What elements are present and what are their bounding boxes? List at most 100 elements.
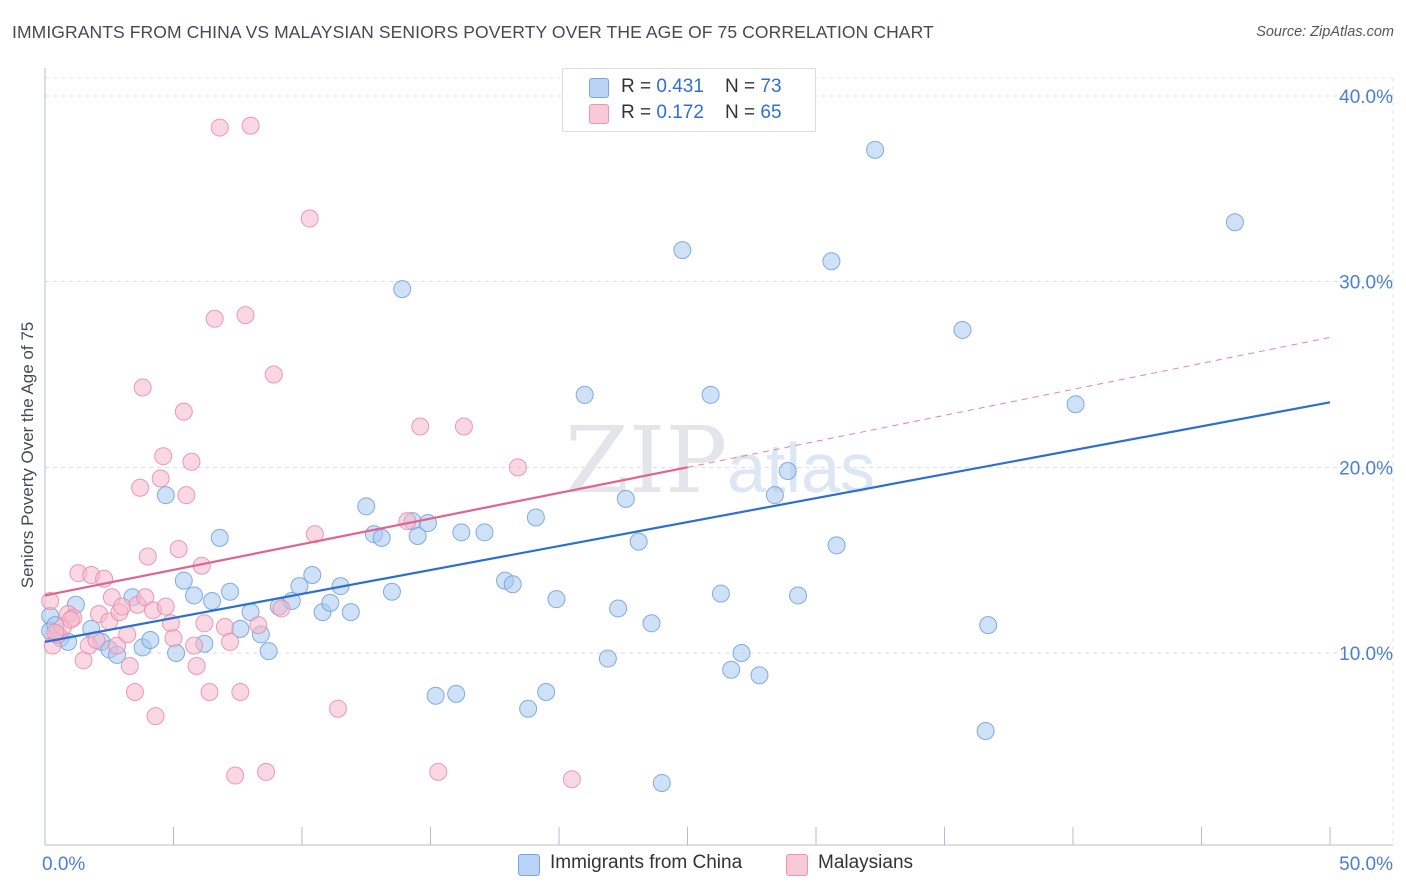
malaysians-n-value: 65: [760, 102, 782, 123]
malaysians-point: [133, 378, 152, 397]
chart-title: IMMIGRANTS FROM CHINA VS MALAYSIAN SENIO…: [12, 22, 934, 42]
malaysians-point: [236, 306, 255, 325]
malaysians-r-label: R =: [621, 102, 657, 123]
china-point: [750, 666, 769, 685]
watermark-atlas: atlas: [727, 429, 875, 507]
china-point: [408, 527, 427, 546]
malaysians-legend-swatch: [786, 854, 808, 876]
china-point: [526, 508, 545, 527]
malaysians-point: [257, 762, 276, 781]
china-point: [303, 566, 322, 585]
china-point: [722, 660, 741, 679]
x-tick-label-max: 50.0%: [1339, 854, 1393, 875]
malaysians-points: [41, 116, 581, 789]
china-point: [210, 528, 229, 547]
china-point: [372, 528, 391, 547]
china-point: [321, 593, 340, 612]
china-point: [953, 320, 972, 339]
china-point: [827, 536, 846, 555]
malaysians-point: [508, 458, 527, 477]
china-point: [598, 649, 617, 668]
malaysians-point: [41, 592, 60, 611]
y-tick-label: 30.0%: [1339, 273, 1393, 294]
malaysians-point: [210, 118, 229, 137]
china-point: [778, 462, 797, 481]
china-point: [221, 582, 240, 601]
china-point: [866, 140, 885, 159]
y-tick-label: 10.0%: [1339, 644, 1393, 665]
malaysians-point: [156, 597, 175, 616]
china-point: [167, 644, 186, 662]
malaysians-point: [241, 116, 260, 135]
malaysians-point: [169, 540, 188, 559]
china-point: [789, 586, 808, 605]
malaysians-point: [174, 402, 193, 421]
malaysians-point: [187, 656, 206, 675]
china-point: [616, 489, 635, 508]
malaysians-point: [411, 417, 430, 436]
stats-legend: R = 0.431 N = 73 R = 0.172 N = 65: [562, 68, 816, 132]
malaysians-point: [185, 636, 204, 655]
china-point: [1225, 213, 1244, 232]
malaysians-point: [46, 623, 65, 642]
watermark-zip: ZIP: [565, 407, 727, 514]
china-point: [979, 616, 998, 635]
china-point: [537, 682, 556, 701]
china-point: [652, 773, 671, 792]
china-point: [575, 385, 594, 404]
malaysians-point: [454, 417, 473, 436]
malaysians-point: [120, 656, 139, 675]
malaysians-point: [249, 616, 268, 635]
china-point: [185, 586, 204, 605]
malaysians-point: [562, 770, 581, 789]
china-point: [701, 385, 720, 404]
china-point: [426, 686, 445, 705]
malaysians-swatch: [589, 104, 609, 124]
malaysians-point: [195, 614, 214, 633]
malaysians-r-value: 0.172: [656, 102, 704, 123]
china-point: [357, 497, 376, 516]
y-tick-label: 20.0%: [1339, 458, 1393, 479]
china-point: [156, 486, 175, 505]
china-point: [475, 523, 494, 542]
china-n-label: N =: [725, 76, 761, 97]
china-point: [447, 684, 466, 703]
axes: [44, 68, 1393, 846]
china-point: [732, 644, 751, 662]
malaysians-point: [113, 597, 132, 616]
china-r-label: R =: [621, 76, 657, 97]
malaysians-point: [177, 486, 196, 505]
china-point: [174, 571, 193, 590]
china-legend-label: Immigrants from China: [550, 852, 743, 873]
china-point: [141, 631, 160, 650]
malaysians-point: [264, 365, 283, 384]
china-point: [765, 486, 784, 505]
malaysians-n-label: N =: [725, 102, 761, 123]
source-label: Source: ZipAtlas.com: [1256, 24, 1394, 40]
malaysians-point: [205, 309, 224, 328]
malaysians-point: [138, 547, 157, 566]
y-tick-label: 40.0%: [1339, 87, 1393, 108]
malaysians-point: [154, 447, 173, 466]
china-point: [452, 523, 471, 542]
china-point: [393, 280, 412, 299]
china-point: [382, 582, 401, 601]
china-point: [976, 721, 995, 740]
malaysians-point: [272, 599, 291, 618]
china-point: [1066, 395, 1085, 414]
watermark: ZIPatlas: [565, 407, 875, 514]
malaysians-legend-label: Malaysians: [818, 852, 914, 873]
china-swatch: [589, 78, 609, 98]
china-n-value: 73: [760, 76, 782, 97]
china-point: [203, 592, 222, 611]
china-point: [629, 532, 648, 551]
malaysians-point: [131, 478, 150, 497]
malaysians-point: [107, 636, 126, 655]
malaysians-point: [164, 629, 183, 648]
malaysians-point: [231, 682, 250, 701]
malaysians-point: [125, 682, 144, 701]
china-point: [673, 241, 692, 260]
china-r-value: 0.431: [656, 76, 704, 97]
malaysians-point: [429, 762, 448, 781]
